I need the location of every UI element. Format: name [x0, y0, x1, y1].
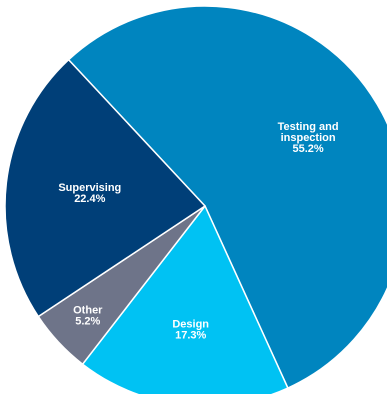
pie-label-testing-and-inspection: Testing and inspection 55.2% — [278, 121, 339, 155]
pie-label-supervising: Supervising 22.4% — [58, 182, 121, 205]
pie-slices — [4, 5, 387, 394]
pie-slice-supervising — [4, 58, 206, 318]
pie-label-design: Design 17.3% — [172, 319, 209, 342]
pie-label-other: Other 5.2% — [73, 304, 103, 327]
pie-slice-testing-and-inspection — [67, 5, 387, 389]
pie-labels: Testing and inspection 55.2% Design 17.3% Oth… — [58, 121, 338, 342]
pie-slice-design — [81, 205, 289, 394]
